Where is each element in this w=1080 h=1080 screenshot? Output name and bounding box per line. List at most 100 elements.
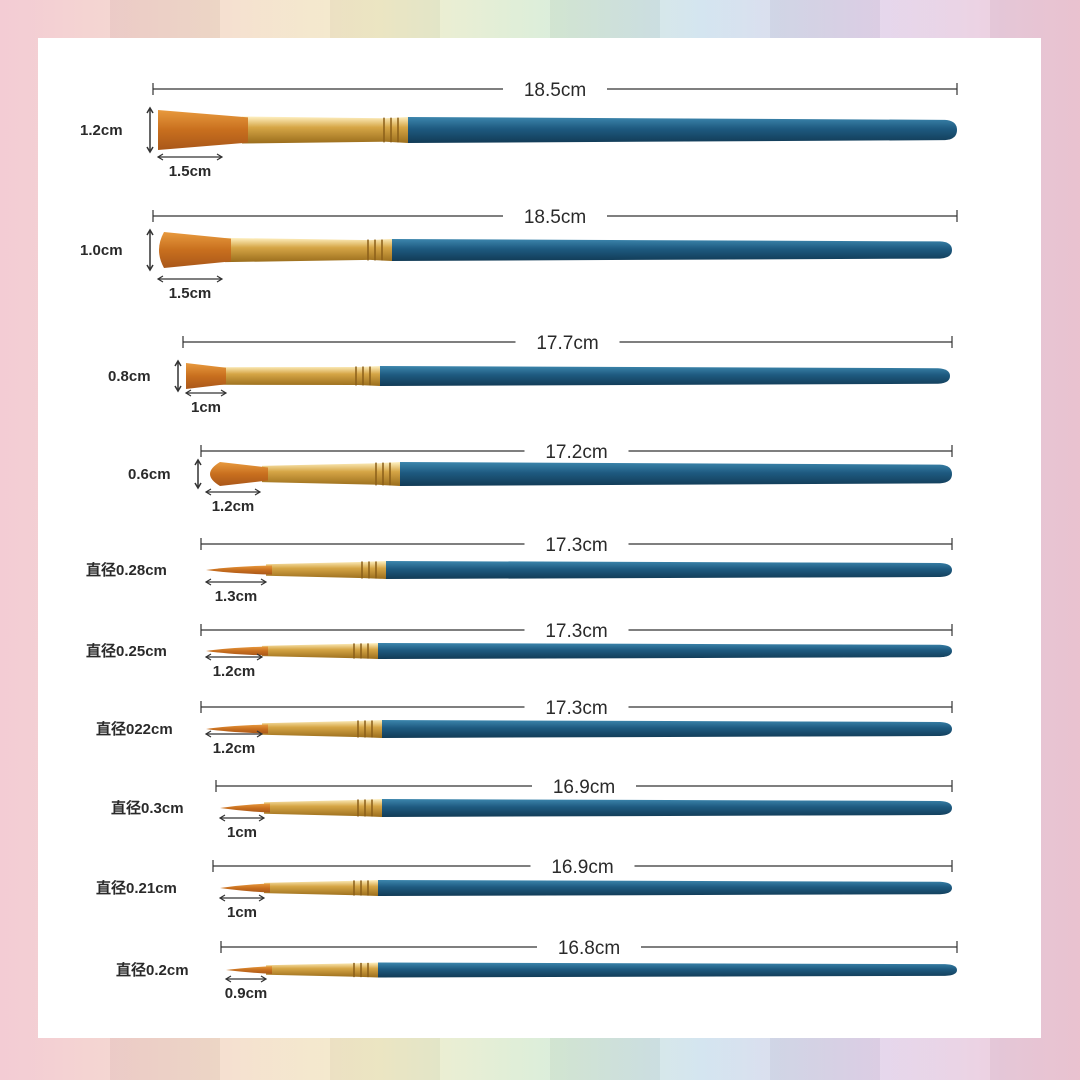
brush-handle: [382, 720, 952, 738]
tip-arrowhead-right: [256, 730, 264, 738]
white-panel: [38, 38, 1041, 1038]
brush-handle: [378, 880, 952, 896]
brush-ferrule: [262, 462, 400, 486]
length-label: 16.9cm: [553, 777, 615, 798]
width-arrowhead-down: [174, 385, 182, 393]
brush-row: 17.7cm 0.8cm 1cm: [108, 333, 953, 416]
brush-ferrule: [266, 561, 386, 579]
width-arrowhead-up: [194, 458, 202, 466]
width-label: 1.2cm: [80, 122, 123, 139]
brush-ferrule: [264, 880, 378, 896]
brush-row: 17.3cm 直径0.28cm 1.3cm: [86, 535, 953, 605]
brush-row: 18.5cm 1.0cm 1.5cm: [80, 207, 958, 302]
width-arrowhead-down: [194, 482, 202, 490]
tip-arrowhead-right: [258, 894, 266, 902]
tip-arrowhead-left: [204, 730, 212, 738]
brush-bristles: [159, 232, 231, 268]
brush-row: 16.9cm 直径0.21cm 1cm: [96, 857, 953, 921]
brush-handle: [382, 799, 952, 817]
length-label: 17.3cm: [545, 621, 607, 642]
width-label: 直径0.2cm: [116, 961, 189, 979]
tip-arrowhead-right: [254, 488, 262, 496]
brush-bristles: [220, 803, 270, 813]
brush-row: 17.3cm 直径022cm 1.2cm: [96, 698, 953, 757]
tip-arrowhead-left: [218, 894, 226, 902]
tip-arrowhead-right: [256, 653, 264, 661]
width-arrowhead-down: [146, 264, 154, 272]
length-label: 18.5cm: [524, 207, 586, 228]
tip-length-label: 0.9cm: [225, 985, 268, 1002]
brush-ferrule: [262, 720, 382, 738]
width-label: 直径0.3cm: [111, 799, 184, 817]
brush-ferrule: [225, 237, 392, 263]
tip-arrowhead-right: [216, 153, 224, 161]
width-label: 直径0.25cm: [86, 642, 167, 660]
width-label: 0.6cm: [128, 466, 171, 483]
length-label: 17.3cm: [545, 535, 607, 556]
width-label: 0.8cm: [108, 368, 151, 385]
tip-arrowhead-right: [260, 975, 268, 983]
tip-arrowhead-left: [156, 275, 164, 283]
brush-handle: [380, 366, 950, 386]
tip-arrowhead-left: [224, 975, 232, 983]
length-label: 16.8cm: [558, 938, 620, 959]
brush-ferrule: [220, 366, 380, 386]
width-label: 直径022cm: [96, 720, 173, 738]
length-label: 16.9cm: [551, 857, 613, 878]
length-label: 17.2cm: [545, 442, 607, 463]
tip-arrowhead-left: [204, 488, 212, 496]
tip-arrowhead-left: [204, 578, 212, 586]
brush-handle: [408, 117, 957, 143]
brush-bristles: [206, 565, 272, 575]
width-arrowhead-up: [146, 228, 154, 236]
brush-row: 16.8cm 直径0.2cm 0.9cm: [116, 938, 958, 1002]
brush-bristles: [206, 724, 268, 734]
tip-length-label: 1.3cm: [215, 588, 258, 605]
tip-arrowhead-left: [204, 653, 212, 661]
tip-length-label: 1.2cm: [213, 663, 256, 680]
brush-bristles: [158, 110, 248, 150]
length-label: 17.7cm: [536, 333, 598, 354]
brush-handle: [392, 239, 952, 261]
brush-row: 18.5cm 1.2cm 1.5cm: [80, 80, 958, 180]
tip-length-label: 1cm: [227, 824, 257, 841]
brush-ferrule: [242, 116, 408, 144]
brush-row: 17.3cm 直径0.25cm 1.2cm: [86, 621, 953, 680]
width-label: 直径0.21cm: [96, 879, 177, 897]
length-label: 17.3cm: [545, 698, 607, 719]
brush-ferrule: [262, 643, 378, 659]
width-label: 1.0cm: [80, 242, 123, 259]
tip-length-label: 1.2cm: [213, 740, 256, 757]
brush-bristles: [210, 462, 268, 486]
brush-row: 17.2cm 0.6cm 1.2cm: [128, 442, 953, 515]
tip-arrowhead-left: [218, 814, 226, 822]
tip-length-label: 1cm: [227, 904, 257, 921]
tip-length-label: 1.5cm: [169, 285, 212, 302]
tip-arrowhead-left: [156, 153, 164, 161]
tip-arrowhead-left: [184, 389, 192, 397]
brush-bristles: [226, 966, 272, 974]
tip-length-label: 1cm: [191, 399, 221, 416]
brush-handle: [386, 561, 952, 579]
width-arrowhead-up: [174, 359, 182, 367]
width-arrowhead-down: [146, 146, 154, 154]
brush-handle: [378, 962, 957, 978]
width-label: 直径0.28cm: [86, 561, 167, 579]
brush-handle: [400, 462, 952, 486]
tip-arrowhead-right: [258, 814, 266, 822]
length-label: 18.5cm: [524, 80, 586, 101]
tip-arrowhead-right: [220, 389, 228, 397]
brush-handle: [378, 643, 952, 659]
tip-length-label: 1.2cm: [212, 498, 255, 515]
tip-arrowhead-right: [260, 578, 268, 586]
brush-ferrule: [266, 962, 378, 978]
brush-ferrule: [264, 799, 382, 817]
brush-bristles: [186, 363, 226, 389]
brush-bristles: [206, 646, 268, 656]
width-arrowhead-up: [146, 106, 154, 114]
tip-arrowhead-right: [216, 275, 224, 283]
tip-length-label: 1.5cm: [169, 163, 212, 180]
brush-bristles: [220, 883, 270, 893]
brush-row: 16.9cm 直径0.3cm 1cm: [111, 777, 953, 841]
